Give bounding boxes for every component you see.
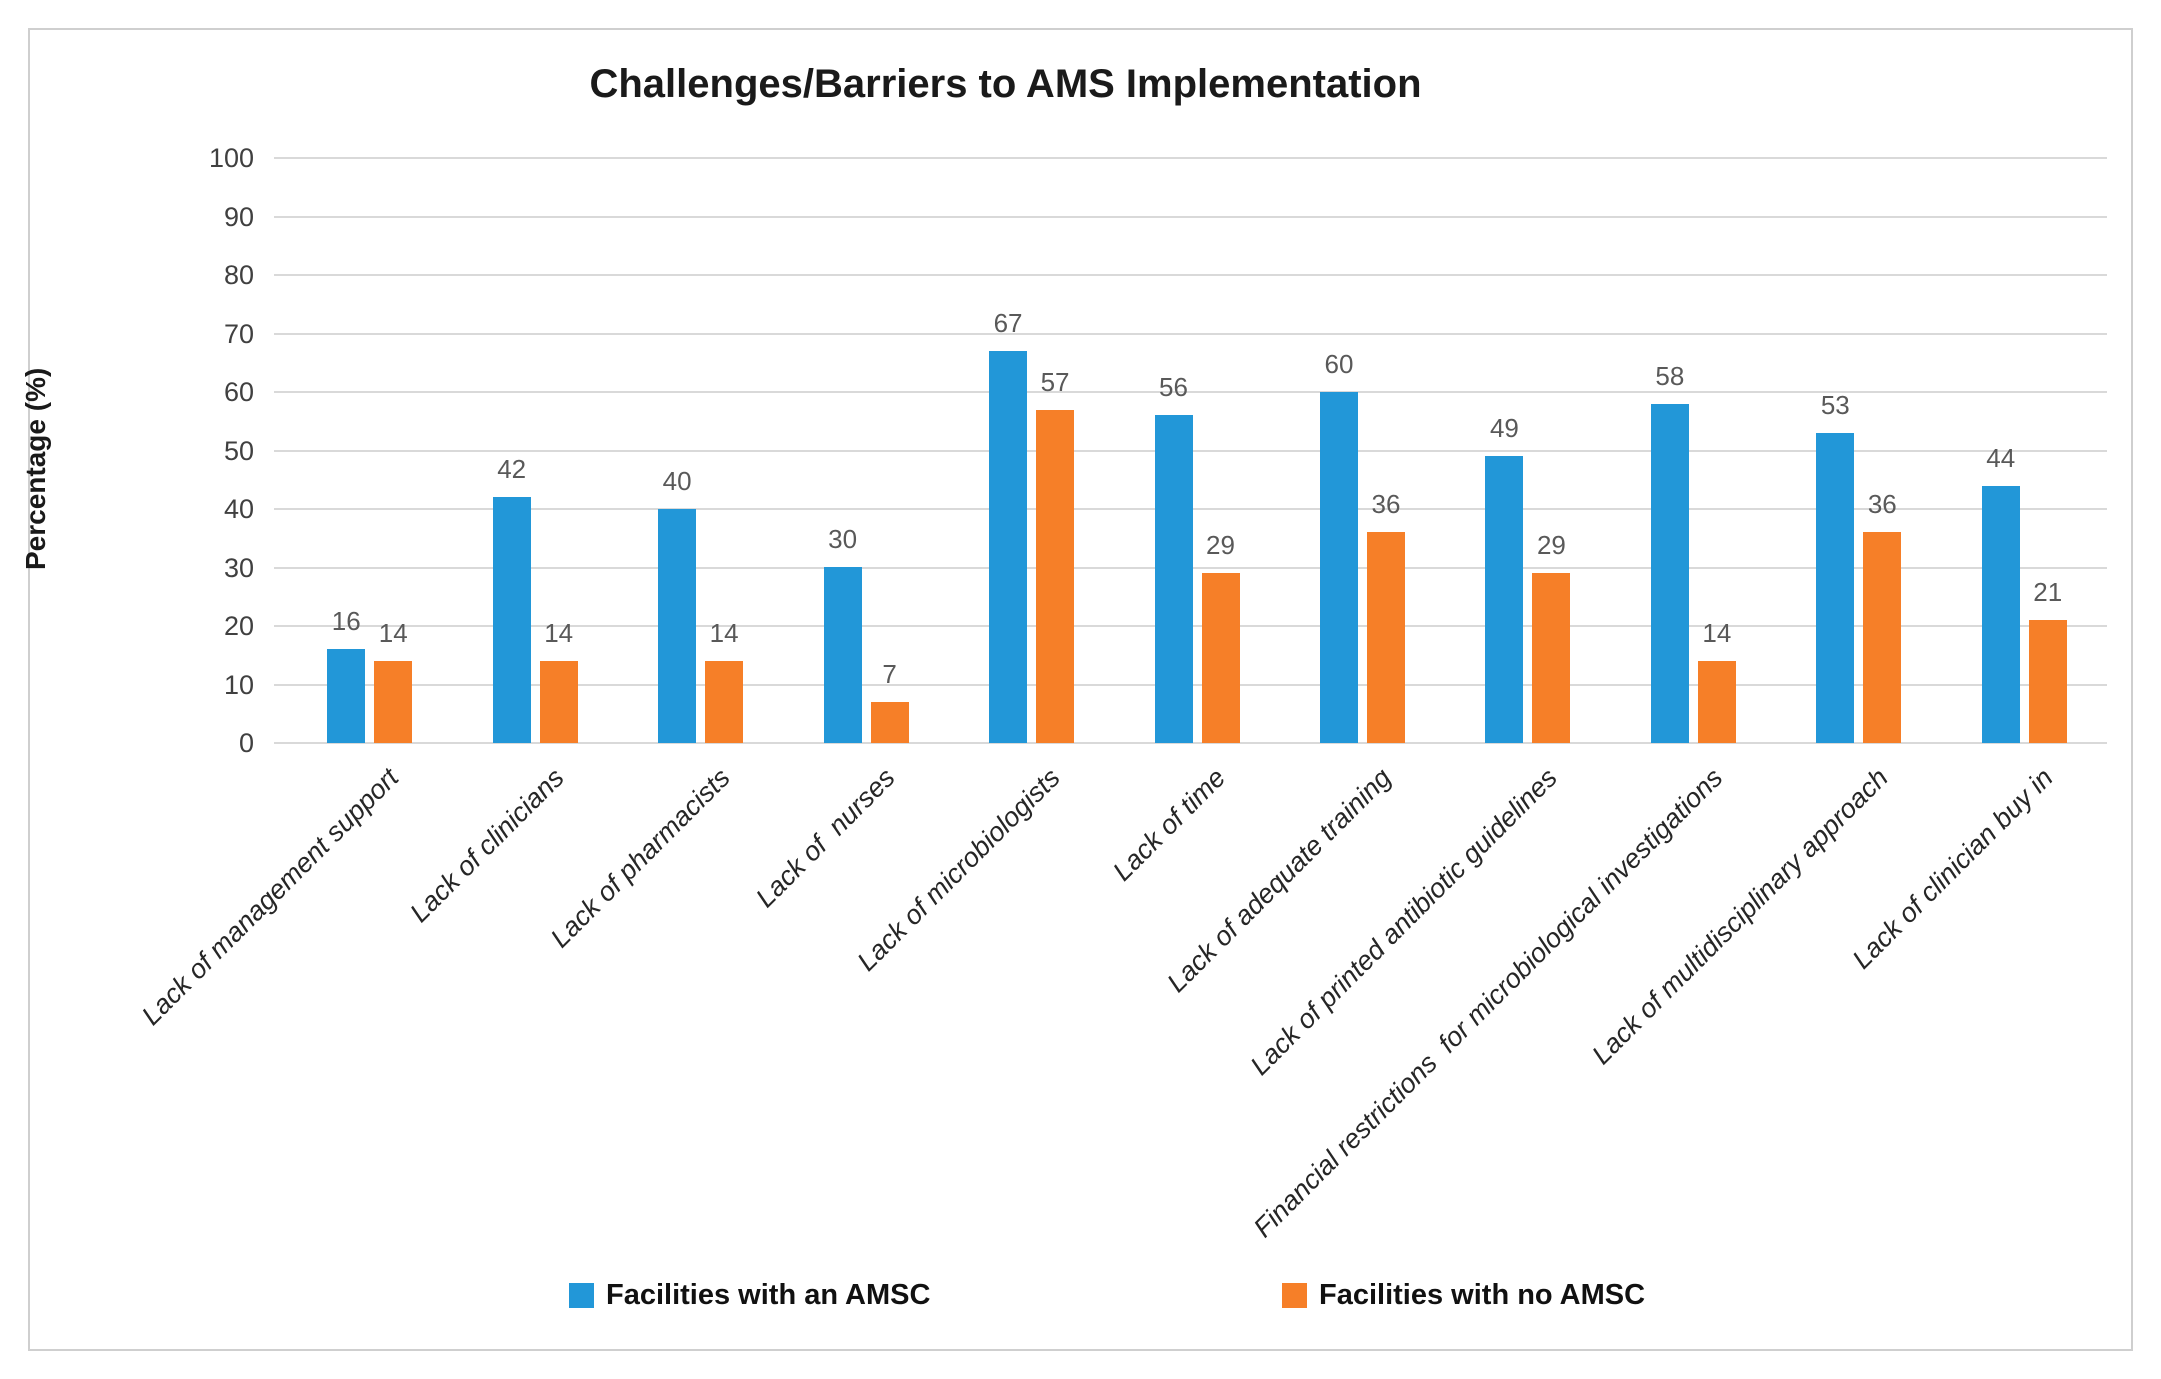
legend-item: Facilities with an AMSC: [569, 1278, 930, 1312]
bar-series-amsc: [327, 649, 366, 743]
y-tick-label: 10: [223, 669, 254, 700]
y-tick-label: 100: [208, 143, 254, 173]
bar-series-amsc: [989, 351, 1028, 743]
bar-value-label: 16: [331, 606, 361, 636]
bar-value-label: 56: [1159, 372, 1188, 402]
gridline: [274, 391, 2107, 393]
bar-series-no-amsc: [1863, 532, 1902, 743]
bar-series-amsc: [492, 497, 531, 743]
bar-series-amsc: [1485, 456, 1524, 743]
chart-title: Challenges/Barriers to AMS Implementatio…: [589, 62, 1422, 106]
bar-series-no-amsc: [1697, 661, 1736, 743]
chart-frame: Challenges/Barriers to AMS Implementatio…: [20, 28, 2133, 1351]
y-tick-label: 90: [223, 201, 254, 232]
bar-series-amsc: [1816, 433, 1855, 743]
bar-value-label: 57: [1040, 367, 1070, 397]
bar-value-label: 14: [544, 618, 574, 648]
bar-value-label: 36: [1371, 489, 1401, 519]
y-tick-label: 50: [223, 435, 254, 466]
bar-series-no-amsc: [374, 661, 413, 743]
y-tick-label: 30: [223, 552, 254, 583]
bar-value-label: 21: [2033, 577, 2063, 607]
legend-item: Facilities with no AMSC: [1282, 1278, 1645, 1312]
legend-label: Facilities with no AMSC: [1319, 1278, 1646, 1311]
bar-value-label: 30: [828, 524, 858, 554]
bar-series-amsc: [1319, 392, 1358, 743]
bar-series-no-amsc: [705, 661, 744, 743]
legend-swatch: [569, 1282, 594, 1308]
legend-swatch: [1282, 1282, 1307, 1308]
y-tick-label: 60: [223, 377, 254, 407]
plot-area: 0 10 20 30 40 50 60 70 80 90 100 16 14 Lack of manage…: [30, 30, 2131, 1349]
bar-series-no-amsc: [1366, 532, 1405, 743]
y-tick-label: 80: [223, 260, 254, 290]
bar-series-amsc: [1981, 486, 2020, 743]
legend: Facilities with an AMSC Facilities with n…: [30, 30, 2131, 1349]
bar-value-label: 14: [709, 618, 739, 648]
bar-value-label: 67: [993, 308, 1023, 338]
gridline: [274, 215, 2107, 218]
y-tick-label: 70: [223, 318, 254, 349]
bar-value-label: 29: [1206, 530, 1235, 560]
bar-series-amsc: [658, 509, 697, 743]
gridline: [274, 742, 2107, 744]
bar-value-label: 49: [1489, 413, 1519, 443]
bar-value-label: 58: [1655, 361, 1685, 391]
legend-label: Facilities with an AMSC: [606, 1278, 931, 1311]
bar-value-label: 60: [1324, 349, 1354, 379]
y-tick-label: 40: [223, 494, 254, 524]
bar-series-no-amsc: [539, 661, 578, 743]
bar-value-label: 44: [1986, 443, 2016, 473]
gridline: [274, 157, 2107, 159]
y-tick-label: 0: [238, 728, 254, 758]
bar-value-label: 29: [1536, 530, 1566, 560]
bar-series-no-amsc: [2028, 620, 2067, 743]
bar-value-label: 14: [378, 618, 408, 648]
bar-value-label: 40: [662, 466, 692, 496]
gridline: [274, 332, 2107, 335]
bar-series-amsc: [823, 567, 862, 743]
bar-value-label: 7: [882, 659, 897, 689]
bar-value-label: 14: [1702, 618, 1732, 648]
bar-series-no-amsc: [1532, 573, 1571, 743]
bar-series-no-amsc: [1036, 410, 1075, 743]
bar-series-no-amsc: [870, 702, 909, 743]
bar-series-amsc: [1650, 404, 1689, 743]
bar-value-label: 36: [1867, 489, 1897, 519]
y-tick-label: 20: [223, 611, 254, 641]
gridline: [274, 274, 2107, 276]
bar-value-label: 53: [1820, 390, 1850, 420]
bar-series-amsc: [1154, 415, 1193, 743]
bar-value-label: 42: [497, 454, 527, 484]
bar-series-no-amsc: [1201, 573, 1240, 743]
